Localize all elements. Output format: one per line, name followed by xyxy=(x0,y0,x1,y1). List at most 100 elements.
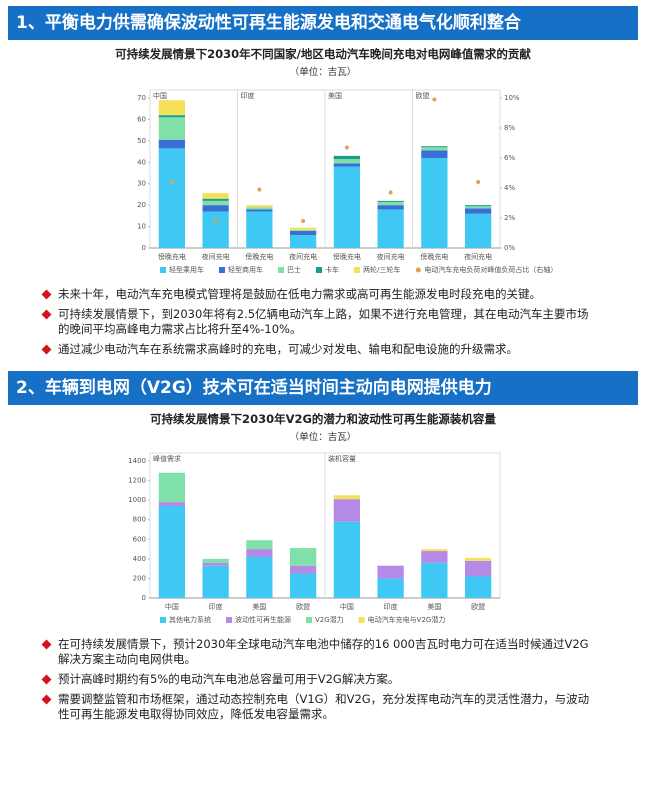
group-label: 印度 xyxy=(241,91,255,100)
bullet-list: 未来十年，电动汽车充电模式管理将是鼓励在低电力需求或高可再生能源发电时段充电的关… xyxy=(0,287,646,357)
y-tick-label: 1000 xyxy=(128,496,146,504)
bar-segment xyxy=(290,565,317,574)
bar-segment xyxy=(158,117,185,140)
bar-segment xyxy=(465,576,492,598)
bullet: 可持续发展情景下，到2030年将有2.5亿辆电动汽车上路，如果不进行充电管理，其… xyxy=(41,307,596,337)
legend-label: 巴士 xyxy=(287,265,301,274)
bar-segment xyxy=(290,235,317,248)
group-label: 中国 xyxy=(153,91,167,100)
y2-tick-label: 10% xyxy=(504,94,520,102)
bar-segment xyxy=(333,521,360,598)
y-tick-label: 20 xyxy=(137,201,146,209)
y2-tick-label: 6% xyxy=(504,154,515,162)
bar-segment xyxy=(246,205,273,208)
bar-segment xyxy=(465,557,492,561)
x-tick-label: 印度 xyxy=(209,602,223,611)
bar-segment xyxy=(202,558,229,563)
bullet-icon xyxy=(41,289,52,300)
bar-segment xyxy=(333,163,360,167)
x-tick-label: 傍晚充电 xyxy=(333,252,361,261)
bar-segment xyxy=(158,115,185,118)
scatter-point xyxy=(257,187,262,192)
bar-segment xyxy=(158,506,185,598)
bar-segment xyxy=(158,472,185,503)
bar-segment xyxy=(202,211,229,248)
bar-segment xyxy=(290,573,317,598)
y-tick-label: 0 xyxy=(142,594,146,602)
legend-swatch xyxy=(354,267,360,273)
bar-segment xyxy=(377,209,404,248)
y2-tick-label: 8% xyxy=(504,124,515,132)
x-tick-label: 美国 xyxy=(252,602,266,611)
bullet: 未来十年，电动汽车充电模式管理将是鼓励在低电力需求或高可再生能源发电时段充电的关… xyxy=(41,287,596,302)
y2-tick-label: 2% xyxy=(504,214,515,222)
chart-title: 可持续发展情景下2030年不同国家/地区电动汽车晚间充电对电网峰值需求的贡献 xyxy=(115,47,531,61)
legend-swatch xyxy=(358,617,365,623)
section-heading: 2、车辆到电网（V2G）技术可在适当时间主动向电网提供电力 xyxy=(8,371,638,405)
bar-segment xyxy=(246,540,273,550)
legend-label: 波动性可再生能源 xyxy=(235,615,291,624)
x-tick-label: 中国 xyxy=(340,602,354,611)
y-tick-label: 1400 xyxy=(128,457,146,465)
page: 1、平衡电力供需确保波动性可再生能源发电和交通电气化顺利整合 可持续发展情景下2… xyxy=(0,6,646,806)
bar-segment xyxy=(290,229,317,231)
y-tick-label: 40 xyxy=(137,158,146,166)
bar-segment xyxy=(333,159,360,164)
chart-subtitle: （单位：吉瓦） xyxy=(289,432,357,443)
x-tick-label: 夜间充电 xyxy=(202,252,230,261)
x-tick-label: 傍晚充电 xyxy=(245,252,273,261)
bar-segment xyxy=(421,150,448,158)
y-tick-label: 800 xyxy=(133,516,146,524)
bullet: 在可持续发展情景下，预计2030年全球电动汽车电池中储存的16 000吉瓦时电力… xyxy=(41,637,596,667)
x-tick-label: 中国 xyxy=(165,602,179,611)
y-tick-label: 60 xyxy=(137,115,146,123)
legend-swatch xyxy=(306,617,312,623)
bar-segment xyxy=(290,230,317,236)
y-tick-label: 200 xyxy=(133,574,146,582)
bar-segment xyxy=(202,562,229,566)
bar-segment xyxy=(333,499,360,522)
bar-segment xyxy=(465,208,492,214)
bar-segment xyxy=(377,565,404,579)
bar-segment xyxy=(333,495,360,500)
legend-swatch xyxy=(219,267,225,273)
scatter-point xyxy=(476,180,481,184)
scatter-point xyxy=(388,190,393,195)
bullet: 需要调整监管和市场框架，通过动态控制充电（V1G）和V2G，充分发挥电动汽车的灵… xyxy=(41,692,596,722)
legend-label: V2G潜力 xyxy=(315,615,344,624)
group-label: 欧盟 xyxy=(416,91,430,100)
bullet-text: 在可持续发展情景下，预计2030年全球电动汽车电池中储存的16 000吉瓦时电力… xyxy=(58,637,589,666)
legend-label: 轻型乘用车 xyxy=(169,265,204,274)
bar-segment xyxy=(158,502,185,507)
scatter-point xyxy=(169,180,174,184)
y-tick-label: 30 xyxy=(137,180,146,188)
legend-label: 两轮/三轮车 xyxy=(363,265,400,274)
bar-segment xyxy=(246,549,273,557)
bar-segment xyxy=(290,227,317,230)
bar-segment xyxy=(465,205,492,207)
group-label: 装机容量 xyxy=(328,454,356,463)
scatter-point xyxy=(213,219,218,223)
bar-segment xyxy=(202,198,229,201)
y-tick-label: 1200 xyxy=(128,477,146,485)
bullet-text: 通过减少电动汽车在系统需求高峰时的充电，可减少对发电、输电和配电设施的升级需求。 xyxy=(58,342,518,356)
x-tick-label: 夜间充电 xyxy=(289,252,317,261)
bullet-text: 可持续发展情景下，到2030年将有2.5亿辆电动汽车上路，如果不进行充电管理，其… xyxy=(58,307,589,336)
bar-segment xyxy=(377,578,404,598)
bullet-icon xyxy=(41,674,52,685)
legend-swatch xyxy=(278,267,284,273)
legend-swatch xyxy=(160,617,166,623)
bullet: 预计高峰时期约有5%的电动汽车电池总容量可用于V2G解决方案。 xyxy=(41,672,596,687)
bar-segment xyxy=(465,560,492,577)
chart-subtitle: （单位：吉瓦） xyxy=(289,67,357,78)
legend-label: 电动汽车充电与V2G潜力 xyxy=(368,615,446,624)
y2-tick-label: 4% xyxy=(504,184,515,192)
bar-segment xyxy=(202,193,229,199)
bar-segment xyxy=(333,155,360,160)
legend-swatch xyxy=(316,267,322,273)
legend-label: 其他电力系统 xyxy=(169,615,211,624)
bullet-text: 未来十年，电动汽车充电模式管理将是鼓励在低电力需求或高可再生能源发电时段充电的关… xyxy=(58,287,541,301)
bullet-icon xyxy=(41,639,52,650)
legend-swatch xyxy=(415,267,421,273)
